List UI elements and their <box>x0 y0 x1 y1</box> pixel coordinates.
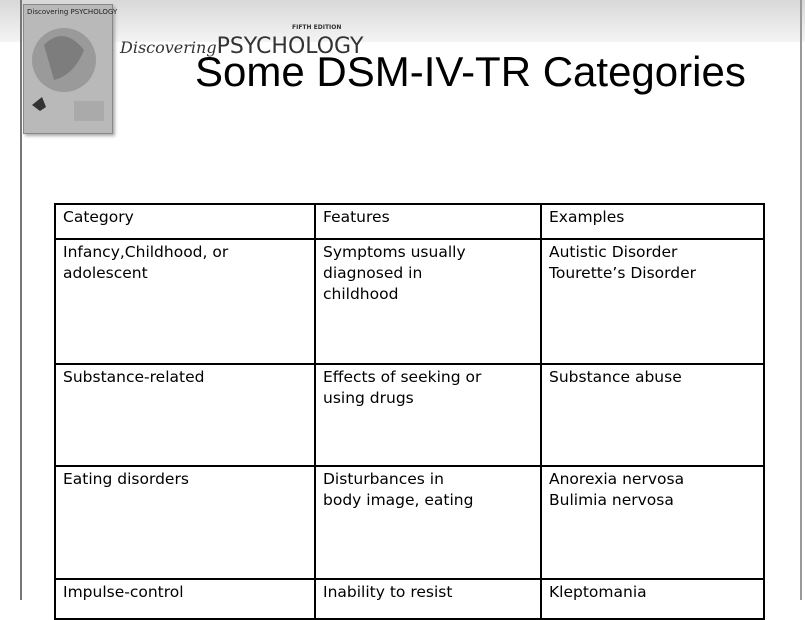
cell-line: Bulimia nervosa <box>549 491 674 509</box>
header-cell: Examples <box>540 203 765 240</box>
frame <box>20 0 802 600</box>
table-row: Substance-related Effects of seeking or us… <box>54 363 765 467</box>
table-cell: Impulse-control <box>54 578 316 620</box>
book-cover <box>23 4 113 134</box>
cell-line: Disturbances in <box>323 470 444 488</box>
table-cell: Anorexia nervosa Bulimia nervosa <box>540 465 765 580</box>
cell-line: Impulse-control <box>63 583 184 601</box>
table: Category Features Examples Infancy,Childhoo… <box>54 203 765 620</box>
book-title-main: PSYCHOLOGY <box>216 34 364 59</box>
table-cell: Effects of seeking or using drugs <box>314 363 542 467</box>
cell-line: Eating disorders <box>63 470 189 488</box>
cell-line: Kleptomania <box>549 583 647 601</box>
table-cell: Substance-related <box>54 363 316 467</box>
cell-line: Symptoms usually <box>323 243 466 261</box>
table-cell: Inability to resist <box>314 578 542 620</box>
cell-line: childhood <box>323 285 399 303</box>
cell-line: Infancy,Childhood, or <box>63 243 229 261</box>
cell-line: Substance-related <box>63 368 205 386</box>
table-row: Infancy,Childhood, or adolescent Symptoms … <box>54 238 765 365</box>
table-cell: Eating disorders <box>54 465 316 580</box>
cell-line: Effects of seeking or <box>323 368 482 386</box>
table-cell: Autistic Disorder Tourette’s Disorder <box>540 238 765 365</box>
slide-title: Some DSM-IV-TR Categories <box>195 48 746 95</box>
book-title-script: Discovering <box>120 38 217 57</box>
table-cell: Symptoms usually diagnosed in childhood <box>314 238 542 365</box>
table-cell: Disturbances in body image, eating <box>314 465 542 580</box>
cover-title: Discovering PSYCHOLOGY <box>27 8 118 16</box>
cover-art <box>32 28 104 121</box>
cell-line: Tourette’s Disorder <box>549 264 696 282</box>
cell-line: body image, eating <box>323 491 474 509</box>
book-title: DiscoveringPSYCHOLOGY <box>120 34 363 59</box>
table-row: Eating disorders Disturbances in body imag… <box>54 465 765 580</box>
cell-line: Autistic Disorder <box>549 243 678 261</box>
edition: FIFTH EDITION <box>292 24 342 31</box>
cell-line: Substance abuse <box>549 368 682 386</box>
table-cell: Kleptomania <box>540 578 765 620</box>
cell-line: using drugs <box>323 389 414 407</box>
table-cell: Substance abuse <box>540 363 765 467</box>
banner <box>0 0 805 42</box>
header-cell: Category <box>54 203 316 240</box>
header-cell: Features <box>314 203 542 240</box>
cell-line: diagnosed in <box>323 264 423 282</box>
table-cell: Infancy,Childhood, or adolescent <box>54 238 316 365</box>
cell-line: Inability to resist <box>323 583 453 601</box>
header-row: Category Features Examples <box>54 203 765 240</box>
table-row: Impulse-control Inability to resist Klepto… <box>54 578 765 620</box>
cell-line: adolescent <box>63 264 148 282</box>
cell-line: Anorexia nervosa <box>549 470 685 488</box>
